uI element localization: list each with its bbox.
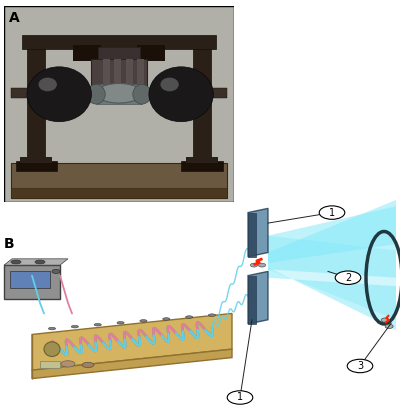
Polygon shape: [248, 271, 268, 324]
Ellipse shape: [140, 319, 147, 322]
Polygon shape: [32, 349, 232, 379]
Ellipse shape: [133, 84, 151, 104]
Polygon shape: [4, 259, 68, 265]
Ellipse shape: [27, 67, 91, 122]
Ellipse shape: [87, 84, 105, 104]
Bar: [16, 161, 57, 171]
Ellipse shape: [96, 84, 142, 103]
Ellipse shape: [117, 322, 124, 324]
Ellipse shape: [163, 318, 170, 320]
Ellipse shape: [38, 78, 57, 91]
Ellipse shape: [250, 263, 258, 267]
Circle shape: [319, 206, 345, 220]
Polygon shape: [268, 206, 396, 278]
Bar: [40, 361, 60, 368]
Ellipse shape: [52, 269, 60, 273]
Bar: [186, 157, 218, 163]
Bar: [96, 84, 142, 104]
Ellipse shape: [381, 318, 389, 322]
Bar: [138, 59, 144, 90]
Circle shape: [335, 271, 361, 284]
Bar: [27, 47, 46, 165]
Ellipse shape: [48, 327, 56, 330]
Bar: [11, 188, 227, 198]
Bar: [126, 59, 133, 90]
Ellipse shape: [11, 260, 21, 264]
Bar: [11, 89, 227, 98]
Circle shape: [347, 359, 373, 373]
Ellipse shape: [61, 361, 75, 367]
Bar: [73, 45, 101, 61]
Bar: [114, 59, 121, 90]
Bar: [98, 47, 140, 59]
Bar: [10, 271, 50, 288]
Text: 1: 1: [237, 392, 243, 403]
Bar: [91, 59, 147, 90]
Ellipse shape: [71, 326, 78, 328]
Ellipse shape: [44, 342, 60, 357]
Text: A: A: [9, 11, 19, 25]
Text: B: B: [4, 237, 15, 251]
Text: 1: 1: [329, 208, 335, 217]
Polygon shape: [248, 208, 268, 257]
Bar: [4, 265, 60, 299]
Bar: [181, 161, 222, 171]
Bar: [193, 47, 211, 165]
Bar: [20, 157, 52, 163]
Ellipse shape: [160, 78, 179, 91]
Polygon shape: [32, 313, 232, 370]
Polygon shape: [248, 213, 256, 257]
Ellipse shape: [208, 314, 216, 316]
Polygon shape: [268, 200, 396, 263]
Polygon shape: [268, 267, 396, 330]
Ellipse shape: [149, 67, 213, 122]
Ellipse shape: [258, 263, 266, 267]
Ellipse shape: [186, 316, 193, 318]
Ellipse shape: [82, 362, 94, 368]
Ellipse shape: [35, 260, 45, 264]
Polygon shape: [248, 276, 256, 324]
Ellipse shape: [94, 324, 101, 326]
Text: 2: 2: [345, 273, 351, 283]
Ellipse shape: [385, 324, 393, 328]
Text: 3: 3: [357, 361, 363, 371]
Bar: [103, 59, 110, 90]
Bar: [11, 163, 227, 198]
Bar: [138, 45, 165, 61]
Bar: [22, 35, 216, 49]
Polygon shape: [268, 236, 396, 320]
Circle shape: [227, 391, 253, 404]
